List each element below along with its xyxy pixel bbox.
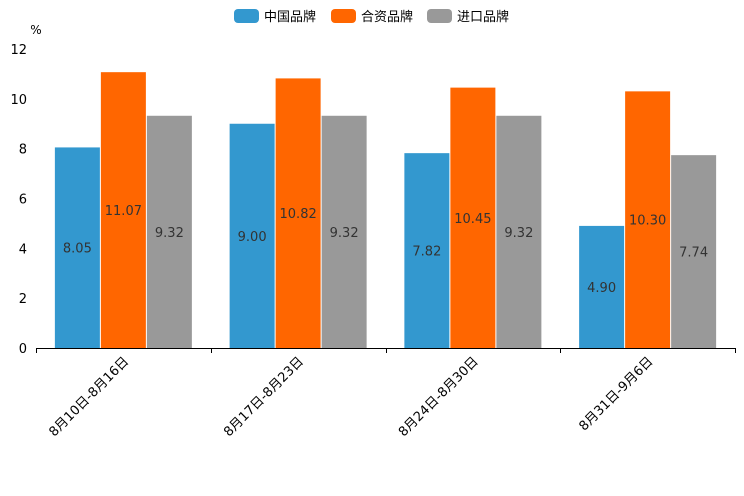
bar-2-3[interactable] — [450, 87, 496, 348]
y-tick-label: 8 — [19, 143, 27, 158]
bar-1-2[interactable] — [229, 123, 275, 348]
bar-1-3[interactable] — [404, 153, 450, 348]
data-label-1-3: 7.82 — [412, 245, 441, 260]
legend-swatch-2[interactable] — [331, 9, 356, 23]
data-label-3-2: 9.32 — [330, 226, 359, 241]
data-labels: 8.05 11.07 9.32 9.00 10.82 9.32 7.82 10.45 9.32 4… — [63, 204, 708, 296]
x-category-label-2: 8月17日-8月23日 — [221, 354, 307, 440]
legend-label-2[interactable]: 合资品牌 — [361, 9, 413, 25]
bar-3-4[interactable] — [671, 155, 717, 348]
y-tick-label: 12 — [10, 43, 27, 58]
x-category-label-3: 8月24日-8月30日 — [396, 354, 482, 440]
y-tick-label: 0 — [19, 342, 27, 357]
data-label-1-1: 8.05 — [63, 242, 92, 257]
legend-swatch-1[interactable] — [234, 9, 259, 23]
bar-3-1[interactable] — [146, 115, 192, 348]
bar-2-2[interactable] — [275, 78, 321, 348]
data-label-2-1: 11.07 — [105, 204, 142, 219]
x-axis: 8月10日-8月16日 8月17日-8月23日 8月24日-8月30日 8月31日-9… — [36, 348, 736, 440]
data-label-2-4: 10.30 — [629, 214, 666, 229]
legend: 中国品牌 合资品牌 进口品牌 — [234, 9, 509, 25]
x-category-label-4: 8月31日-9月6日 — [577, 354, 657, 434]
bar-1-1[interactable] — [54, 147, 100, 348]
y-tick-label: 2 — [19, 292, 27, 307]
data-label-2-3: 10.45 — [454, 212, 491, 227]
x-category-label-1: 8月10日-8月16日 — [46, 354, 132, 440]
bar-3-3[interactable] — [496, 115, 542, 348]
data-label-3-4: 7.74 — [679, 246, 708, 261]
bar-3-2[interactable] — [321, 115, 367, 348]
y-tick-label: 4 — [19, 242, 27, 257]
data-label-3-1: 9.32 — [155, 226, 184, 241]
data-label-1-4: 4.90 — [587, 281, 616, 296]
bar-2-1[interactable] — [100, 72, 146, 349]
legend-label-1[interactable]: 中国品牌 — [264, 9, 316, 25]
y-tick-label: 10 — [10, 93, 27, 108]
legend-label-3[interactable]: 进口品牌 — [457, 9, 509, 25]
y-axis-unit-label: % — [30, 23, 41, 37]
y-axis: 0 2 4 6 8 10 12 — [10, 43, 27, 357]
y-tick-label: 6 — [19, 193, 27, 208]
data-label-3-3: 9.32 — [504, 226, 533, 241]
bar-1-4[interactable] — [579, 225, 625, 348]
legend-swatch-3[interactable] — [427, 9, 452, 23]
data-label-1-2: 9.00 — [238, 230, 267, 245]
data-label-2-2: 10.82 — [280, 207, 317, 222]
bar-2-4[interactable] — [625, 91, 671, 348]
bars — [54, 72, 717, 349]
